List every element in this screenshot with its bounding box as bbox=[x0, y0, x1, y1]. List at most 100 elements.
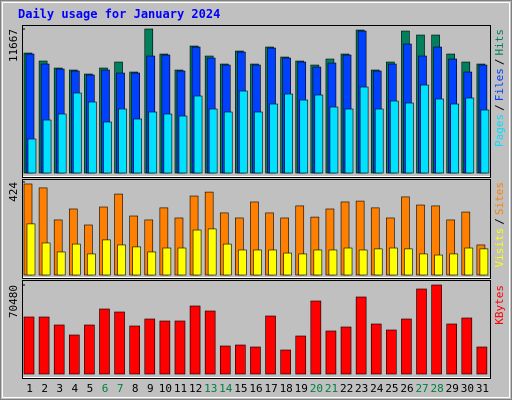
x-tick-label: 2 bbox=[41, 382, 48, 395]
bar bbox=[374, 108, 384, 174]
bar bbox=[313, 249, 323, 276]
bar bbox=[42, 119, 52, 174]
x-tick-label: 16 bbox=[249, 382, 262, 395]
x-tick-label: 31 bbox=[476, 382, 489, 395]
bar bbox=[269, 103, 278, 174]
bar bbox=[314, 94, 324, 174]
legend: KBytes bbox=[493, 285, 506, 325]
bar bbox=[265, 315, 276, 375]
bar bbox=[53, 324, 65, 375]
bar bbox=[479, 248, 489, 276]
bar bbox=[268, 249, 277, 276]
bar bbox=[177, 247, 187, 276]
x-tick-label: 21 bbox=[325, 382, 338, 395]
bar bbox=[132, 246, 141, 276]
bar bbox=[405, 102, 414, 174]
x-tick-label: 9 bbox=[147, 382, 154, 395]
x-tick-label: 28 bbox=[431, 382, 444, 395]
bar bbox=[390, 100, 399, 174]
bar bbox=[192, 229, 202, 276]
bar bbox=[87, 253, 96, 276]
x-tick-label: 18 bbox=[280, 382, 293, 395]
bar bbox=[419, 253, 428, 276]
bar bbox=[178, 115, 188, 174]
x-tick-label: 1 bbox=[26, 382, 33, 395]
bar bbox=[449, 253, 459, 276]
bar bbox=[129, 325, 140, 375]
x-tick-label: 12 bbox=[189, 382, 202, 395]
x-tick-label: 7 bbox=[117, 382, 124, 395]
bar bbox=[329, 106, 339, 174]
bar bbox=[464, 247, 474, 276]
x-tick-label: 29 bbox=[446, 382, 459, 395]
bar bbox=[359, 86, 369, 174]
bar bbox=[344, 108, 354, 174]
bar bbox=[23, 316, 35, 375]
bar bbox=[358, 249, 368, 276]
x-tick-label: 26 bbox=[400, 382, 413, 395]
bar bbox=[450, 103, 460, 174]
bar bbox=[56, 251, 66, 276]
bar bbox=[420, 84, 429, 174]
legend-entry: Files bbox=[493, 68, 506, 101]
x-tick-label: 4 bbox=[72, 382, 79, 395]
legend-entry: KBytes bbox=[493, 285, 506, 325]
bar bbox=[465, 97, 475, 174]
bar bbox=[163, 113, 173, 174]
bar bbox=[480, 109, 490, 174]
bar bbox=[133, 118, 142, 174]
bar bbox=[239, 90, 248, 174]
bar bbox=[57, 113, 67, 174]
x-tick-label: 23 bbox=[355, 382, 368, 395]
bar bbox=[416, 288, 427, 375]
x-tick-label: 10 bbox=[159, 382, 172, 395]
bar bbox=[355, 296, 367, 375]
bar bbox=[26, 223, 36, 276]
bar bbox=[295, 335, 307, 375]
bar bbox=[404, 248, 413, 276]
bar bbox=[144, 318, 156, 375]
bar bbox=[162, 247, 172, 276]
chart-title: Daily usage for January 2024 bbox=[18, 7, 220, 21]
bar bbox=[204, 310, 216, 375]
bar bbox=[328, 249, 338, 276]
legend-separator: / bbox=[493, 218, 506, 225]
y-tick-label: 424 bbox=[7, 182, 20, 202]
legend-entry: Hits bbox=[493, 29, 506, 56]
bar bbox=[147, 251, 157, 276]
x-tick-label: 24 bbox=[370, 382, 384, 395]
bar bbox=[476, 346, 488, 375]
x-tick-label: 15 bbox=[234, 382, 247, 395]
legend: Visits / Sites bbox=[493, 182, 506, 268]
legend: Pages / Files / Hits bbox=[493, 29, 506, 147]
legend-entry: Sites bbox=[493, 182, 506, 215]
bar bbox=[254, 111, 263, 174]
bar bbox=[68, 334, 80, 375]
bar bbox=[118, 108, 127, 174]
bar bbox=[325, 330, 337, 375]
bar bbox=[284, 93, 293, 174]
bar bbox=[298, 253, 308, 276]
bar bbox=[38, 316, 50, 375]
x-tick-label: 6 bbox=[102, 382, 109, 395]
bar bbox=[283, 252, 292, 276]
bar bbox=[389, 247, 398, 276]
x-tick-label: 30 bbox=[461, 382, 474, 395]
bar bbox=[99, 308, 110, 375]
bar bbox=[446, 323, 458, 375]
x-tick-label: 3 bbox=[56, 382, 63, 395]
bar bbox=[435, 98, 444, 174]
x-tick-label: 14 bbox=[219, 382, 233, 395]
bar bbox=[88, 101, 97, 174]
x-tick-label: 13 bbox=[204, 382, 217, 395]
bar bbox=[102, 239, 111, 276]
bar bbox=[250, 346, 261, 375]
bar bbox=[159, 320, 171, 375]
x-tick-label: 8 bbox=[132, 382, 139, 395]
bar bbox=[431, 284, 442, 375]
bar bbox=[340, 326, 352, 375]
x-tick-label: 5 bbox=[87, 382, 94, 395]
bar bbox=[84, 324, 95, 375]
bar bbox=[223, 111, 233, 174]
